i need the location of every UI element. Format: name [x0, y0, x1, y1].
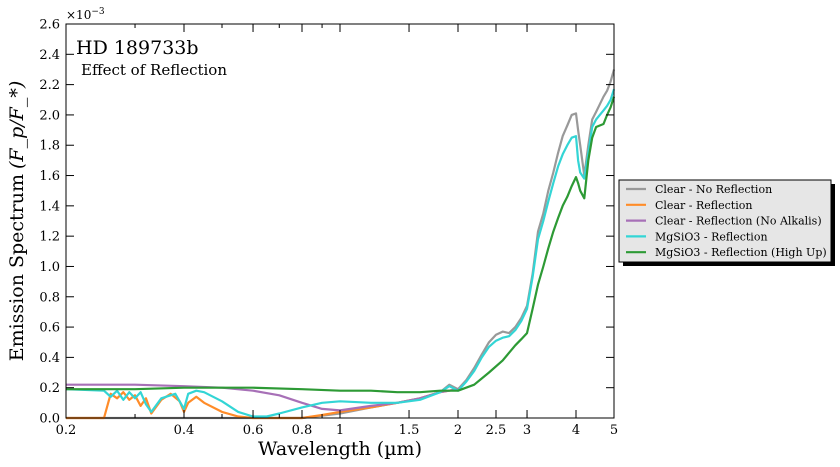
x-tick-label: 0.2 — [56, 423, 77, 438]
x-tick-label: 4 — [572, 423, 580, 438]
tick-labels: 0.2 0.4 0.6 0.8 1 1.5 2 2.5 3 4 50.00.20.40.60.81.… — [39, 18, 618, 439]
series-line-2 — [66, 388, 459, 420]
legend-label: Clear - Reflection (No Alkalis) — [655, 215, 822, 228]
axis-ticks — [65, 23, 615, 419]
y-tick-label: 0.0 — [39, 412, 60, 427]
y-offset-exponent: −3 — [91, 7, 105, 17]
x-tick-label: 0.4 — [174, 423, 195, 438]
y-tick-label: 2.6 — [39, 18, 60, 33]
x-tick-label: 5 — [610, 423, 618, 438]
legend-label: Clear - Reflection — [655, 199, 752, 212]
legend: Clear - No Reflection Clear - Reflection C… — [618, 179, 835, 266]
x-tick-label: 2.5 — [486, 423, 507, 438]
series-line-5 — [66, 96, 616, 394]
y-axis-title: Emission Spectrum (F_p/F_*) — [6, 81, 28, 362]
chart-subtitle: Effect of Reflection — [81, 61, 227, 79]
y-tick-label: 2.0 — [39, 108, 60, 123]
x-tick-label: 0.8 — [292, 423, 313, 438]
legend-label: MgSiO3 - Reflection — [655, 230, 768, 243]
x-tick-label: 3 — [523, 423, 531, 438]
y-tick-label: 2.4 — [39, 48, 60, 63]
x-tick-label: 1.5 — [399, 423, 420, 438]
legend-items: Clear - No Reflection Clear - Reflection C… — [626, 183, 827, 259]
y-tick-label: 0.8 — [39, 290, 60, 305]
x-tick-label: 1 — [336, 423, 344, 438]
y-tick-label: 1.0 — [39, 260, 60, 275]
legend-label: MgSiO3 - Reflection (High Up) — [655, 246, 827, 259]
y-tick-label: 1.8 — [39, 139, 60, 154]
x-tick-label: 2 — [454, 423, 462, 438]
y-offset-label: ×10−3 — [66, 7, 105, 22]
y-tick-label: 0.4 — [39, 351, 60, 366]
legend-label: Clear - No Reflection — [655, 183, 772, 196]
x-axis-title: Wavelength (µm) — [258, 438, 422, 460]
plot-lines — [65, 69, 616, 420]
chart-title: HD 189733b — [76, 37, 199, 59]
y-tick-label: 1.2 — [39, 230, 60, 245]
y-tick-label: 0.2 — [39, 381, 60, 396]
y-tick-label: 2.2 — [39, 78, 60, 93]
x-tick-label: 0.6 — [243, 423, 264, 438]
legend-box — [618, 179, 832, 263]
y-tick-label: 0.6 — [39, 321, 60, 336]
series-line-4 — [65, 88, 616, 418]
y-axis-title-math: (F_p/F_*) — [6, 81, 28, 169]
y-axis-title-text: Emission Spectrum — [6, 174, 28, 361]
y-tick-label: 1.6 — [39, 169, 60, 184]
y-tick-label: 1.4 — [39, 199, 60, 214]
